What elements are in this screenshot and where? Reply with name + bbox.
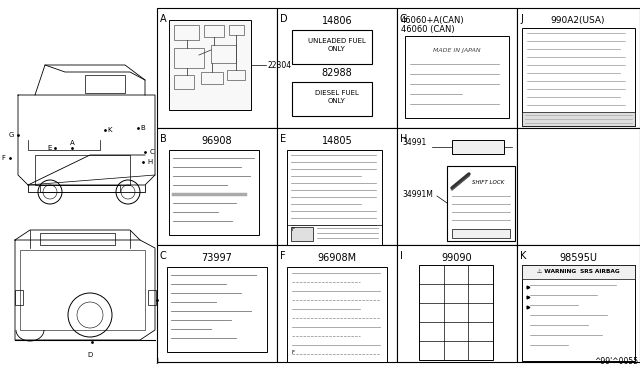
Text: F: F bbox=[280, 251, 285, 261]
Text: K: K bbox=[108, 127, 112, 133]
Text: 46060+A(CAN): 46060+A(CAN) bbox=[401, 16, 465, 25]
Text: J: J bbox=[520, 14, 523, 24]
Bar bbox=[229, 25, 244, 35]
Text: C: C bbox=[150, 149, 154, 155]
Bar bbox=[292, 82, 372, 116]
Bar bbox=[40, 185, 120, 192]
Text: 14805: 14805 bbox=[322, 136, 353, 146]
Bar bbox=[85, 75, 125, 93]
Text: F: F bbox=[291, 227, 294, 232]
Text: C: C bbox=[160, 251, 167, 261]
Bar bbox=[522, 28, 635, 126]
Bar bbox=[522, 112, 635, 126]
Text: UNLEADED FUEL: UNLEADED FUEL bbox=[308, 38, 366, 44]
Text: 34991: 34991 bbox=[402, 138, 426, 147]
Text: 22304: 22304 bbox=[268, 61, 292, 70]
Bar bbox=[419, 265, 493, 360]
Bar bbox=[452, 140, 504, 154]
Text: MADE IN JAPAN: MADE IN JAPAN bbox=[433, 48, 481, 53]
Bar bbox=[517, 8, 640, 128]
Text: 96908M: 96908M bbox=[317, 253, 356, 263]
Bar bbox=[174, 25, 199, 40]
Bar bbox=[447, 166, 515, 241]
Text: ONLY: ONLY bbox=[328, 98, 346, 104]
Text: G: G bbox=[8, 132, 13, 138]
Bar bbox=[201, 72, 223, 84]
Text: B: B bbox=[160, 134, 167, 144]
Bar bbox=[204, 25, 224, 37]
Bar bbox=[522, 265, 635, 279]
Text: 34991M: 34991M bbox=[402, 190, 433, 199]
Text: H: H bbox=[147, 159, 152, 165]
Bar bbox=[397, 8, 517, 128]
Bar bbox=[227, 70, 245, 80]
Text: K: K bbox=[520, 251, 526, 261]
Bar bbox=[15, 290, 23, 305]
Bar bbox=[211, 45, 236, 63]
Bar bbox=[287, 267, 387, 362]
Bar bbox=[405, 36, 509, 118]
Bar bbox=[277, 245, 397, 362]
Bar bbox=[287, 150, 382, 245]
Bar bbox=[397, 128, 517, 245]
Text: B: B bbox=[141, 125, 145, 131]
Text: F: F bbox=[1, 155, 5, 161]
Text: F: F bbox=[291, 350, 294, 355]
Bar bbox=[157, 128, 277, 245]
Text: ⚠ WARNING  SRS AIRBAG: ⚠ WARNING SRS AIRBAG bbox=[537, 269, 620, 274]
Bar bbox=[277, 128, 397, 245]
Bar bbox=[157, 8, 277, 128]
Text: 14806: 14806 bbox=[322, 16, 352, 26]
Bar bbox=[174, 75, 194, 89]
Bar bbox=[35, 155, 130, 185]
Text: A: A bbox=[70, 140, 74, 146]
Text: I: I bbox=[400, 251, 403, 261]
Bar bbox=[167, 267, 267, 352]
Bar bbox=[517, 128, 640, 245]
Bar bbox=[40, 233, 115, 245]
Bar bbox=[277, 8, 397, 128]
Text: J: J bbox=[156, 358, 158, 364]
Text: H: H bbox=[400, 134, 408, 144]
Text: 98595U: 98595U bbox=[559, 253, 597, 263]
Bar bbox=[522, 265, 635, 361]
Bar bbox=[397, 245, 517, 362]
Text: 96908: 96908 bbox=[202, 136, 232, 146]
Text: D: D bbox=[280, 14, 287, 24]
Text: ^99'^0055: ^99'^0055 bbox=[594, 357, 638, 366]
Text: D: D bbox=[88, 352, 93, 358]
Bar bbox=[517, 245, 640, 362]
Bar bbox=[20, 250, 145, 330]
Text: ONLY: ONLY bbox=[328, 46, 346, 52]
Bar bbox=[452, 229, 510, 238]
Bar bbox=[148, 290, 156, 305]
Text: A: A bbox=[160, 14, 166, 24]
Text: E: E bbox=[280, 134, 286, 144]
Text: 990A2(USA): 990A2(USA) bbox=[551, 16, 605, 25]
Text: SHIFT LOCK: SHIFT LOCK bbox=[472, 180, 504, 185]
Text: 46060 (CAN): 46060 (CAN) bbox=[401, 25, 454, 34]
Text: 99090: 99090 bbox=[442, 253, 472, 263]
Bar bbox=[157, 245, 277, 362]
Text: E: E bbox=[48, 145, 52, 151]
Bar bbox=[292, 30, 372, 64]
Text: G: G bbox=[400, 14, 408, 24]
Bar bbox=[169, 150, 259, 235]
Bar bbox=[169, 20, 251, 110]
Bar bbox=[174, 48, 204, 68]
Bar bbox=[291, 227, 313, 241]
Text: 82988: 82988 bbox=[322, 68, 353, 78]
Text: 73997: 73997 bbox=[202, 253, 232, 263]
Text: DIESEL FUEL: DIESEL FUEL bbox=[315, 90, 359, 96]
